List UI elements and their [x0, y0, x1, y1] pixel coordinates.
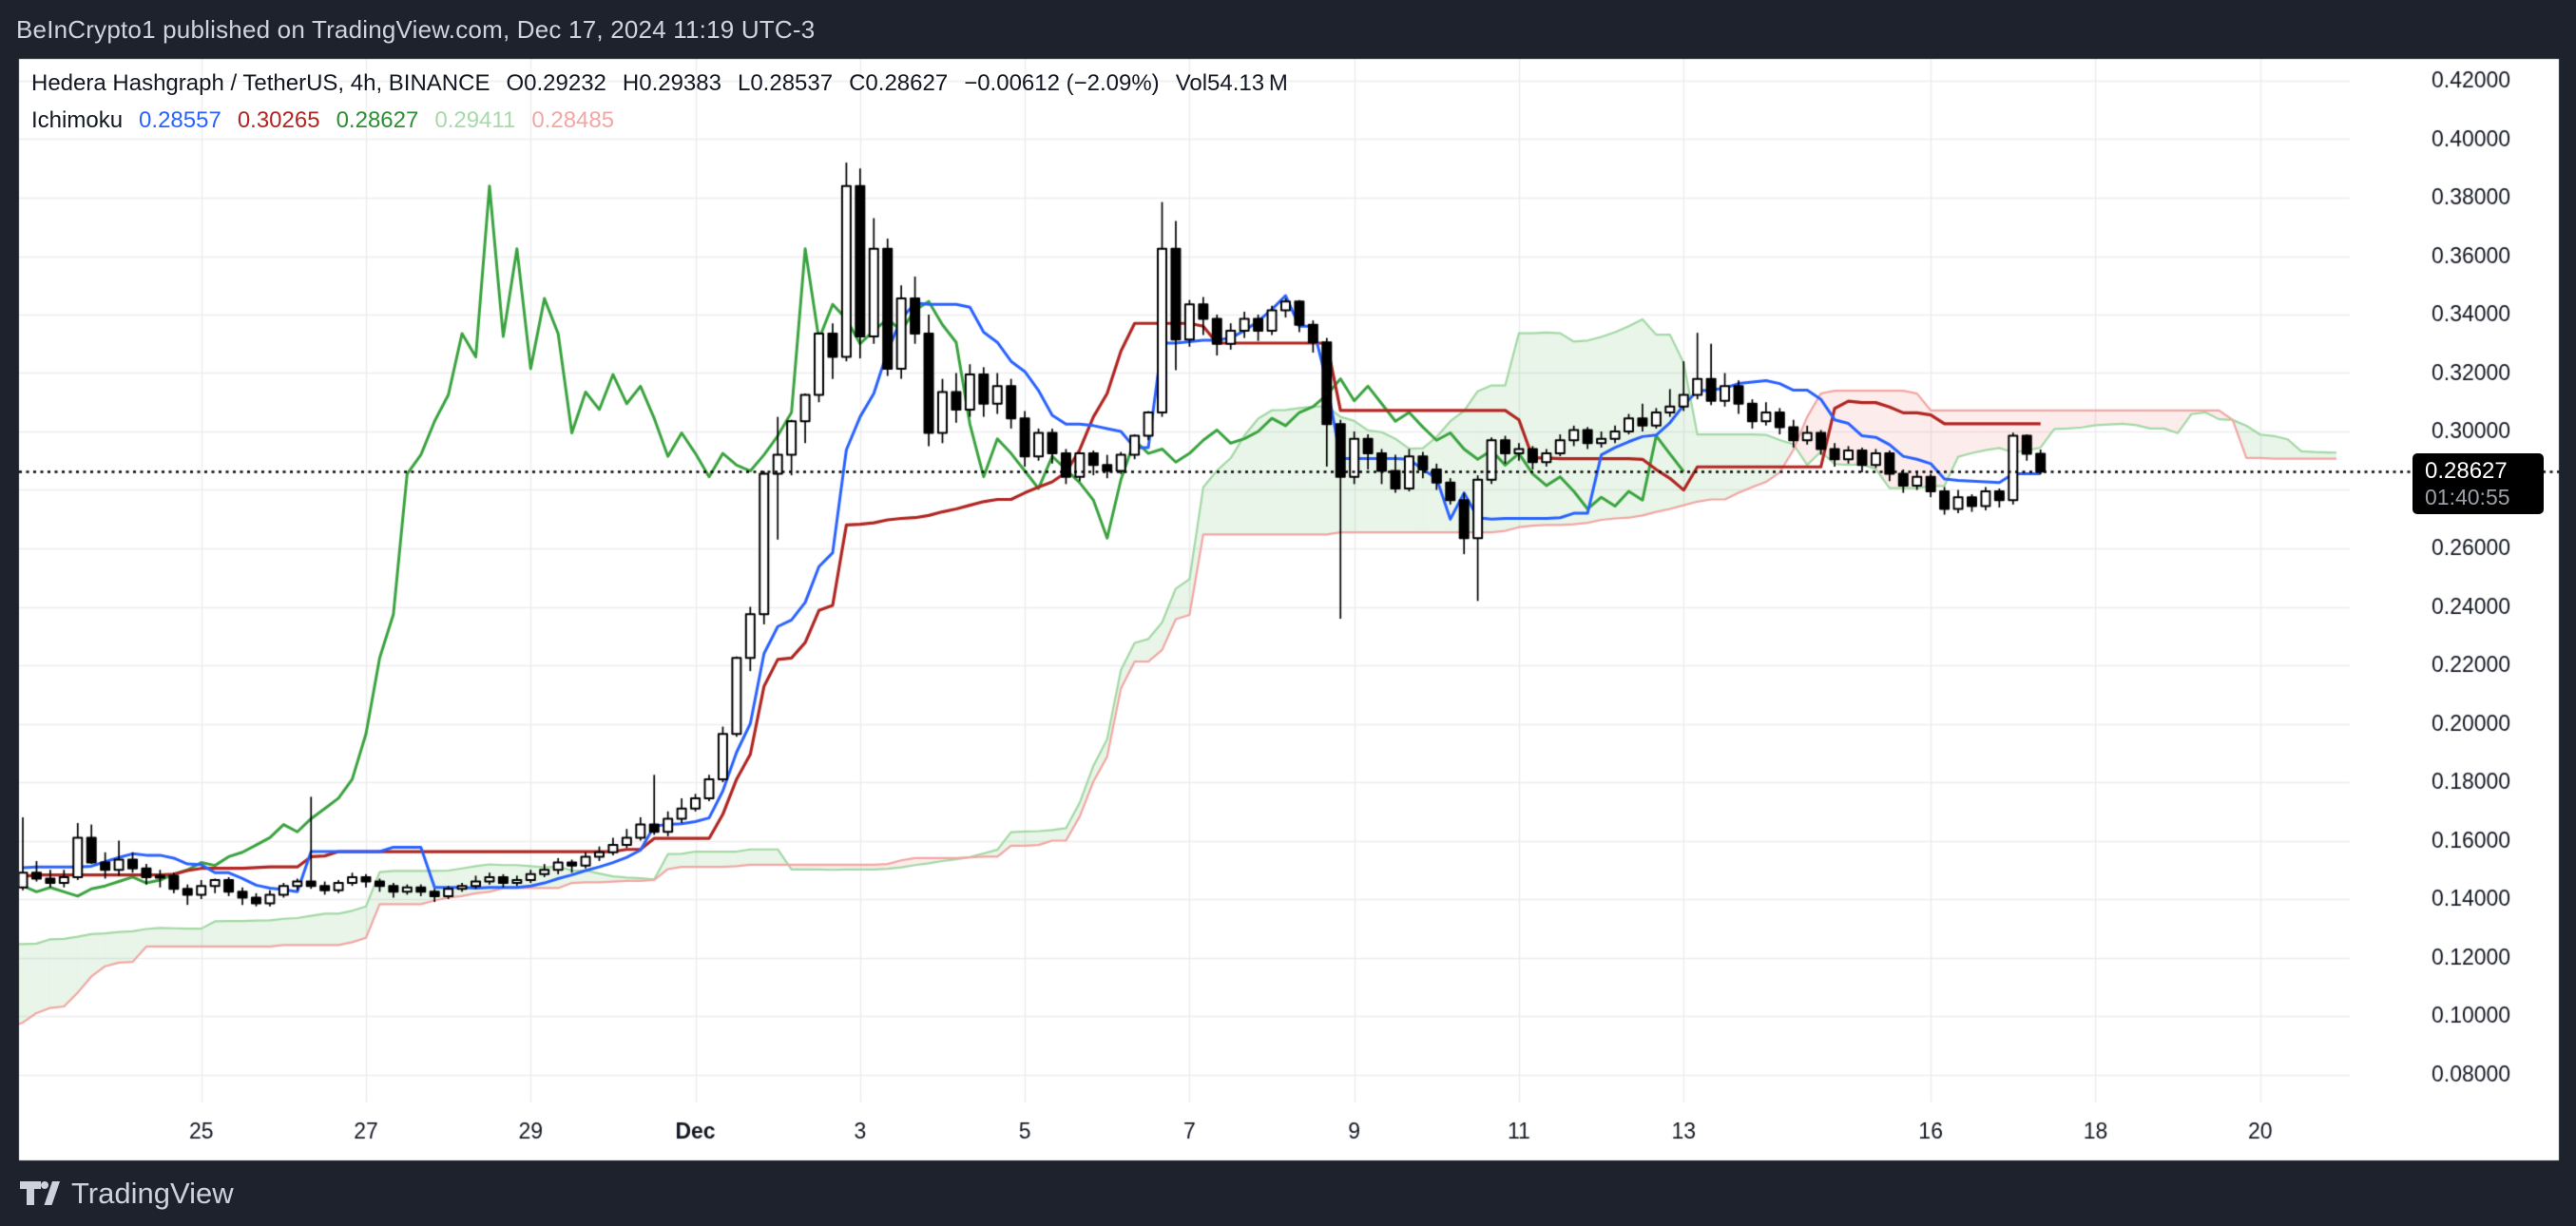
- ohlc-high: H0.29383: [622, 70, 721, 96]
- symbol-title[interactable]: Hedera Hashgraph / TetherUS, 4h, BINANCE: [31, 70, 490, 96]
- tenkan-value: 0.28557: [139, 107, 221, 133]
- tradingview-logo-icon: [20, 1181, 60, 1205]
- brand-bar: TradingView: [0, 1160, 2576, 1226]
- last-price-value: 0.28627: [2425, 458, 2508, 484]
- volume-value: Vol54.13 M: [1175, 70, 1288, 96]
- senkou-a-value: 0.29411: [434, 107, 516, 133]
- ichimoku-legend[interactable]: Ichimoku 0.28557 0.30265 0.28627 0.29411…: [31, 105, 614, 136]
- attribution-bar: BeInCrypto1 published on TradingView.com…: [0, 0, 2576, 59]
- chikou-value: 0.28627: [336, 107, 419, 133]
- last-price-badge[interactable]: 0.28627 01:40:55: [2413, 453, 2544, 514]
- kijun-value: 0.30265: [237, 107, 320, 133]
- price-change: −0.00612 (−2.09%): [964, 70, 1160, 96]
- ohlc-close: C0.28627: [849, 70, 949, 96]
- ohlc-low: L0.28537: [737, 70, 834, 96]
- bar-countdown: 01:40:55: [2425, 485, 2510, 509]
- senkou-b-value: 0.28485: [531, 107, 615, 133]
- attribution-text: BeInCrypto1 published on TradingView.com…: [16, 15, 816, 44]
- indicator-name[interactable]: Ichimoku: [31, 107, 124, 133]
- symbol-legend[interactable]: Hedera Hashgraph / TetherUS, 4h, BINANCE…: [31, 68, 1288, 99]
- ohlc-open: O0.29232: [506, 70, 606, 96]
- brand-name: TradingView: [71, 1176, 234, 1210]
